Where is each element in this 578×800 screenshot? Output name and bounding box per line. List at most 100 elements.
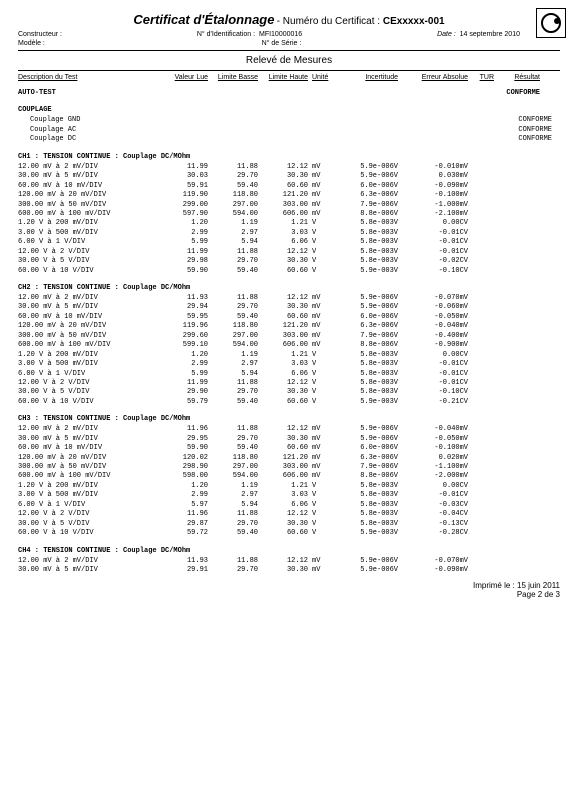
test-description: 60.00 V à 10 V/DIV (18, 267, 158, 276)
erreur-absolue: -2.000mV (398, 472, 468, 481)
limite-haute: 606.00 (258, 210, 308, 219)
col-incertitude: Incertitude (338, 74, 398, 81)
test-description: 300.00 mV à 50 mV/DIV (18, 201, 158, 210)
limite-basse: 2.97 (208, 229, 258, 238)
incertitude: 5.9e-003V (338, 529, 398, 538)
constructor-label: Constructeur : (18, 31, 62, 38)
erreur-absolue: -0.01CV (398, 491, 468, 500)
tur (468, 229, 494, 238)
incertitude: 8.8e-006V (338, 472, 398, 481)
limite-haute: 606.00 (258, 472, 308, 481)
divider (18, 50, 560, 51)
test-description: 300.00 mV à 50 mV/DIV (18, 463, 158, 472)
data-body: AUTO-TEST CONFORME COUPLAGE Couplage GND… (18, 89, 560, 575)
tur (468, 520, 494, 529)
unite: mV (308, 313, 338, 322)
incertitude: 6.3e-006V (338, 191, 398, 200)
incertitude: 5.8e-003V (338, 501, 398, 510)
limite-haute: 30.30 (258, 520, 308, 529)
measurement-row: 30.00 V à 5 V/DIV29.8729.7030.30V5.8e-00… (18, 520, 560, 529)
resultat (494, 351, 540, 360)
unite: V (308, 501, 338, 510)
test-description: 30.00 mV à 5 mV/DIV (18, 435, 158, 444)
incertitude: 6.0e-006V (338, 444, 398, 453)
limite-haute: 303.00 (258, 463, 308, 472)
tur (468, 454, 494, 463)
couplage-label: COUPLAGE (18, 106, 560, 114)
erreur-absolue: -0.090mV (398, 566, 468, 575)
test-description: 60.00 mV à 10 mV/DIV (18, 444, 158, 453)
logo-icon (541, 13, 561, 33)
valeur-lue: 299.00 (158, 201, 208, 210)
limite-haute: 12.12 (258, 425, 308, 434)
measurement-row: 3.00 V à 500 mV/DIV2.992.973.03V5.8e-003… (18, 491, 560, 500)
valeur-lue: 2.99 (158, 360, 208, 369)
test-description: 120.00 mV à 20 mV/DIV (18, 322, 158, 331)
measurement-row: 120.00 mV à 20 mV/DIV120.02118.80121.20m… (18, 454, 560, 463)
test-description: 30.00 mV à 5 mV/DIV (18, 172, 158, 181)
test-description: 600.00 mV à 100 mV/DIV (18, 472, 158, 481)
erreur-absolue: -0.040mV (398, 322, 468, 331)
measurement-row: 60.00 mV à 10 mV/DIV59.9159.4060.60mV6.0… (18, 182, 560, 191)
tur (468, 472, 494, 481)
measurement-row: 30.00 mV à 5 mV/DIV29.9429.7030.30mV5.9e… (18, 303, 560, 312)
erreur-absolue: -1.000mV (398, 201, 468, 210)
limite-haute: 303.00 (258, 201, 308, 210)
incertitude: 5.8e-003V (338, 370, 398, 379)
test-description: 60.00 V à 10 V/DIV (18, 529, 158, 538)
resultat (494, 219, 540, 228)
date-label: Date : (437, 31, 456, 38)
erreur-absolue: 0.00CV (398, 219, 468, 228)
test-description: 1.20 V à 200 mV/DIV (18, 351, 158, 360)
measurement-row: 3.00 V à 500 mV/DIV2.992.973.03V5.8e-003… (18, 229, 560, 238)
resultat (494, 520, 540, 529)
limite-haute: 121.20 (258, 191, 308, 200)
erreur-absolue: -0.100mV (398, 444, 468, 453)
measurement-row: 12.00 mV à 2 mV/DIV11.9911.8812.12mV5.9e… (18, 163, 560, 172)
resultat (494, 472, 540, 481)
test-description: 30.00 mV à 5 mV/DIV (18, 303, 158, 312)
limite-haute: 606.00 (258, 341, 308, 350)
incertitude: 8.8e-006V (338, 341, 398, 350)
limite-haute: 1.21 (258, 219, 308, 228)
tur (468, 482, 494, 491)
measurement-row: 120.00 mV à 20 mV/DIV119.96118.80121.20m… (18, 322, 560, 331)
incertitude: 5.9e-006V (338, 566, 398, 575)
limite-basse: 5.94 (208, 501, 258, 510)
tur (468, 322, 494, 331)
erreur-absolue: -0.03CV (398, 501, 468, 510)
limite-haute: 12.12 (258, 163, 308, 172)
limite-haute: 12.12 (258, 294, 308, 303)
autotest-result: CONFORME (494, 89, 540, 98)
incertitude: 5.8e-003V (338, 238, 398, 247)
divider (18, 70, 560, 71)
couplage-desc: Couplage DC (30, 135, 170, 144)
limite-basse: 11.88 (208, 557, 258, 566)
unite: mV (308, 444, 338, 453)
measurement-row: 60.00 V à 10 V/DIV59.9059.4060.60V5.9e-0… (18, 267, 560, 276)
resultat (494, 248, 540, 257)
autotest-label: AUTO-TEST (18, 89, 158, 98)
limite-haute: 6.06 (258, 370, 308, 379)
limite-haute: 60.60 (258, 267, 308, 276)
test-description: 3.00 V à 500 mV/DIV (18, 491, 158, 500)
resultat (494, 501, 540, 510)
test-description: 6.00 V à 1 V/DIV (18, 370, 158, 379)
incertitude: 5.8e-003V (338, 351, 398, 360)
couplage-result: CONFORME (506, 116, 552, 125)
valeur-lue: 29.94 (158, 303, 208, 312)
unite: V (308, 491, 338, 500)
col-tur: TUR (468, 74, 494, 81)
limite-haute: 303.00 (258, 332, 308, 341)
report-title: Relevé de Mesures (18, 55, 560, 66)
resultat (494, 163, 540, 172)
measurement-row: 30.00 mV à 5 mV/DIV29.9529.7030.30mV5.9e… (18, 435, 560, 444)
ident-value: MFI10000016 (259, 31, 302, 38)
test-description: 30.00 V à 5 V/DIV (18, 520, 158, 529)
limite-haute: 12.12 (258, 510, 308, 519)
header-info-row-1: Constructeur : N° d'Identification : MFI… (18, 31, 560, 38)
valeur-lue: 597.90 (158, 210, 208, 219)
erreur-absolue: -0.040mV (398, 425, 468, 434)
limite-haute: 3.03 (258, 360, 308, 369)
test-description: 120.00 mV à 20 mV/DIV (18, 191, 158, 200)
